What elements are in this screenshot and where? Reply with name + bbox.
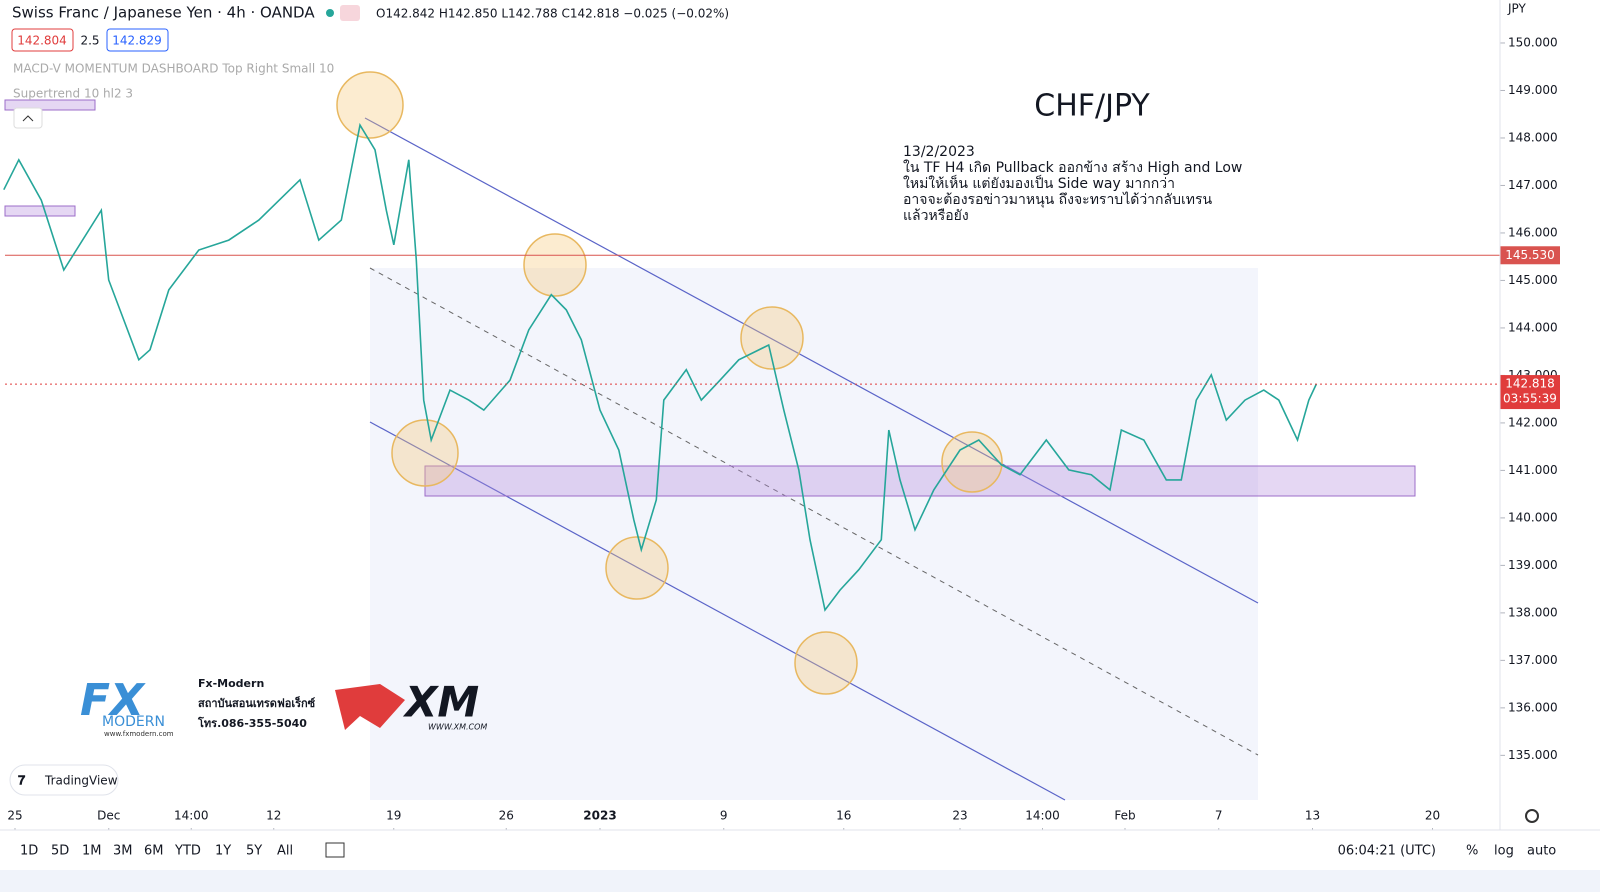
y-tick-label: 138.000 bbox=[1508, 605, 1558, 619]
highlight-circle bbox=[523, 233, 587, 297]
y-tick-label: 145.000 bbox=[1508, 273, 1558, 287]
last-price-bg bbox=[1500, 375, 1560, 410]
collapse-icon bbox=[22, 115, 34, 122]
x-tick-label: 7 bbox=[1215, 809, 1223, 823]
range-button[interactable]: 6M bbox=[144, 844, 164, 859]
channel-upper bbox=[364, 117, 1259, 604]
range-button[interactable]: 5Y bbox=[246, 844, 262, 859]
x-tick-label: 20 bbox=[1425, 809, 1440, 823]
xm-logo: XM bbox=[402, 678, 479, 727]
annotation-line: ใหม่ให้เห็น แต่ยังมองเป็น Side way มากกว… bbox=[903, 174, 1175, 192]
fx-thai: สถาบันสอนเทรดฟอเร็กซ์ bbox=[198, 696, 316, 710]
range-button[interactable]: 1Y bbox=[215, 844, 231, 859]
x-tick-label: 26 bbox=[499, 809, 514, 823]
highlight-circle bbox=[740, 306, 804, 370]
y-tick-label: 142.000 bbox=[1508, 415, 1558, 429]
axis-option[interactable]: log bbox=[1494, 844, 1514, 859]
chart-title: CHF/JPY bbox=[1034, 89, 1150, 124]
x-tick-label: 12 bbox=[266, 809, 281, 823]
xm-url: WWW.XM.COM bbox=[428, 723, 487, 732]
y-tick-label: 144.000 bbox=[1508, 320, 1558, 334]
ask-box[interactable] bbox=[106, 28, 169, 52]
range-button[interactable]: 1D bbox=[20, 844, 38, 859]
range-button[interactable]: 1M bbox=[82, 844, 102, 859]
zone-small bbox=[4, 205, 76, 217]
symbol: Swiss Franc / Japanese Yen · 4h · OANDA bbox=[12, 4, 315, 22]
highlight-circle bbox=[336, 71, 404, 139]
y-tick-label: 136.000 bbox=[1508, 700, 1558, 714]
x-tick-label: 16 bbox=[836, 809, 851, 823]
bid-box[interactable] bbox=[11, 28, 74, 52]
status-dot bbox=[326, 9, 334, 17]
ask: 142.829 bbox=[112, 34, 162, 48]
level-label: 145.530 bbox=[1505, 248, 1555, 262]
tv-badge[interactable] bbox=[9, 764, 119, 796]
highlight-circle bbox=[391, 419, 459, 487]
annotation-line: 13/2/2023 bbox=[903, 144, 975, 160]
date-range-icon[interactable] bbox=[325, 842, 345, 858]
x-tick-label: 14:00 bbox=[1025, 809, 1060, 823]
bid: 142.804 bbox=[17, 34, 67, 48]
y-tick-label: 147.000 bbox=[1508, 178, 1558, 192]
y-tick-label: 141.000 bbox=[1508, 463, 1558, 477]
clock: 06:04:21 (UTC) bbox=[1338, 844, 1436, 859]
zone-small bbox=[4, 99, 96, 111]
channel-lower bbox=[369, 421, 1066, 801]
spread: 2.5 bbox=[80, 34, 99, 48]
y-tick-label: 150.000 bbox=[1508, 35, 1558, 49]
ohlc: O142.842 H142.850 L142.788 C142.818 −0.0… bbox=[376, 7, 729, 21]
axis-option[interactable]: auto bbox=[1527, 844, 1556, 859]
y-tick-label: 149.000 bbox=[1508, 83, 1558, 97]
indicator: Supertrend 10 hl2 3 bbox=[13, 87, 133, 101]
y-tick-label: 137.000 bbox=[1508, 653, 1558, 667]
annotation-line: ใน TF H4 เกิด Pullback ออกข้าง สร้าง Hig… bbox=[903, 159, 1242, 176]
y-tick-label: 146.000 bbox=[1508, 225, 1558, 239]
fx-name: Fx-Modern bbox=[198, 677, 264, 690]
fx-logo: FX bbox=[80, 675, 146, 726]
fx-phone: โทร.086-355-5040 bbox=[197, 716, 307, 730]
x-tick-label: 19 bbox=[386, 809, 401, 823]
annotation-line: แล้วหรือยัง bbox=[903, 208, 969, 224]
x-tick-label: 14:00 bbox=[174, 809, 209, 823]
highlight-circle bbox=[794, 631, 858, 695]
countdown: 03:55:39 bbox=[1503, 392, 1557, 406]
range-button[interactable]: 3M bbox=[113, 844, 133, 859]
x-tick-label: 23 bbox=[952, 809, 967, 823]
last-price-label: 142.818 bbox=[1505, 377, 1555, 391]
xm-icon bbox=[335, 684, 405, 730]
range-button[interactable]: 5D bbox=[51, 844, 69, 859]
x-tick-label: 13 bbox=[1305, 809, 1320, 823]
y-tick-label: 148.000 bbox=[1508, 130, 1558, 144]
fx-url: www.fxmodern.com bbox=[104, 730, 174, 738]
tv-name: TradingView bbox=[44, 774, 118, 788]
status-badge bbox=[340, 5, 360, 21]
price-line bbox=[3, 122, 1318, 612]
indicator: MACD-V MOMENTUM DASHBOARD Top Right Smal… bbox=[13, 62, 334, 76]
highlight-circle bbox=[941, 431, 1003, 493]
range-button[interactable]: All bbox=[277, 844, 293, 859]
x-tick-label: 2023 bbox=[583, 809, 616, 823]
highlight-circle bbox=[605, 536, 669, 600]
y-tick-label: 139.000 bbox=[1508, 558, 1558, 572]
tv-icon: 𝟕 bbox=[18, 774, 26, 789]
x-tick-label: 9 bbox=[720, 809, 728, 823]
fx-sub: MODERN bbox=[102, 714, 165, 730]
axis-option[interactable]: % bbox=[1466, 844, 1478, 859]
currency: JPY bbox=[1507, 2, 1527, 16]
x-tick-label: Dec bbox=[97, 809, 120, 823]
x-tick-label: Feb bbox=[1114, 809, 1135, 823]
footer-strip bbox=[0, 870, 1600, 892]
y-tick-label: 140.000 bbox=[1508, 510, 1558, 524]
annotation-line: อาจจะต้องรอข่าวมาหนุน ถึงจะทราบได้ว่ากลั… bbox=[903, 191, 1213, 208]
support-zone bbox=[424, 465, 1416, 497]
x-tick-label: 25 bbox=[7, 809, 22, 823]
collapse-button[interactable] bbox=[13, 107, 43, 129]
level-label-bg bbox=[1500, 246, 1560, 265]
range-button[interactable]: YTD bbox=[174, 844, 201, 859]
channel-mid bbox=[369, 267, 1259, 756]
y-tick-label: 135.000 bbox=[1508, 748, 1558, 762]
settings-icon[interactable] bbox=[1525, 809, 1539, 823]
channel-fill bbox=[370, 268, 1258, 800]
